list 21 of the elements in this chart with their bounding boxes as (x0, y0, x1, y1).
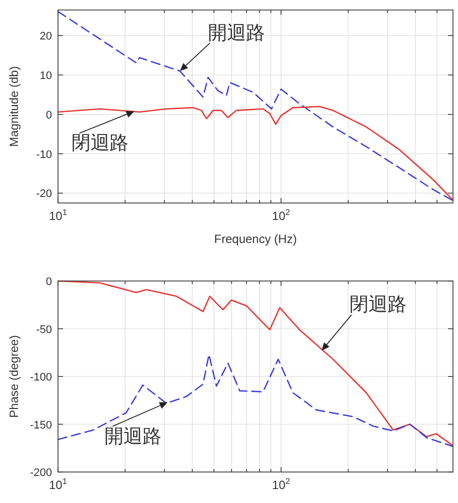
y-tick-label: 0 (46, 109, 52, 122)
y-axis-title: Phase (degree) (7, 335, 21, 418)
y-tick-label: 0 (46, 276, 52, 288)
annotation: 開迴路 (104, 426, 162, 448)
y-tick-label: -200 (30, 467, 52, 479)
annotation: 閉迴路 (350, 294, 407, 316)
x-tick-label: 10$^{1}$ (48, 207, 68, 223)
x-tick-label: 10$^{2}$ (272, 207, 290, 223)
annotation: 閉迴路 (71, 133, 128, 154)
x-axis-title: Frequency (Hz) (214, 232, 297, 246)
annotation: 開迴路 (208, 23, 265, 44)
y-tick-label: -100 (30, 372, 52, 384)
y-tick-label: 10 (40, 70, 52, 82)
x-tick-label: 10$^{2}$ (272, 476, 290, 492)
y-tick-label: -150 (30, 419, 52, 432)
x-tick-label: 10$^{1}$ (48, 476, 68, 492)
y-tick-label: -50 (36, 324, 52, 336)
y-tick-label: -10 (36, 148, 52, 161)
y-tick-label: 20 (40, 30, 52, 43)
y-tick-label: -20 (36, 188, 52, 200)
y-axis-title: Magnitude (db) (7, 66, 21, 147)
